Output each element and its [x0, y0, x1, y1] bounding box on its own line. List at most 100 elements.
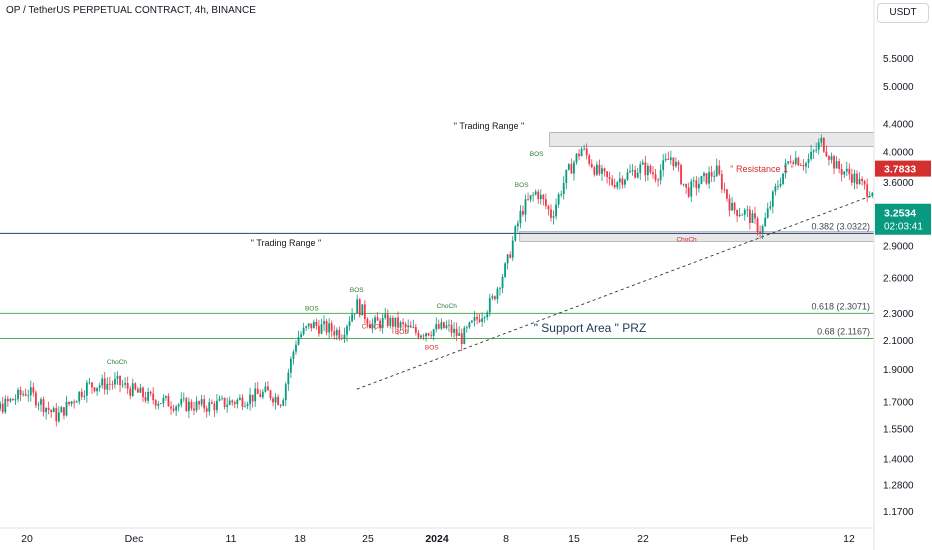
candle: [756, 216, 759, 236]
candle-body: [422, 335, 425, 337]
candle-body: [361, 304, 364, 316]
candle: [705, 173, 708, 185]
candle-body: [825, 151, 828, 157]
candle: [547, 204, 550, 216]
candle-body: [797, 157, 800, 166]
candle-body: [154, 400, 157, 406]
candle: [595, 161, 598, 176]
candle-body: [899, 188, 901, 197]
candle-body: [315, 321, 318, 326]
candle: [455, 322, 458, 342]
candle-body: [129, 388, 132, 396]
candle-body: [450, 324, 453, 333]
candle: [840, 163, 843, 182]
candle: [165, 395, 167, 401]
candle-body: [639, 164, 642, 173]
candle: [157, 400, 160, 410]
candle: [848, 163, 851, 181]
candle-body: [894, 189, 896, 198]
candle: [223, 397, 226, 410]
candle: [710, 165, 713, 183]
candle-body: [570, 164, 573, 174]
candle-body: [473, 317, 476, 321]
candle: [879, 177, 881, 188]
candle: [567, 162, 570, 171]
candle: [460, 328, 463, 352]
candle-body: [504, 263, 506, 277]
currency-selector[interactable]: USDT: [877, 3, 929, 23]
candle-body: [506, 254, 509, 264]
candle-body: [511, 240, 514, 258]
structure-label-bos-8: BOS: [530, 151, 544, 158]
candle: [318, 320, 320, 337]
candle-body: [254, 388, 257, 402]
candle: [682, 183, 685, 187]
candle-body: [682, 183, 685, 185]
candle-body: [805, 163, 807, 167]
time-tick-1: Dec: [125, 533, 144, 545]
candle-body: [121, 384, 124, 386]
candle: [430, 330, 433, 339]
candle-body: [221, 397, 223, 399]
candle: [259, 389, 262, 398]
candle: [386, 309, 389, 329]
candle-body: [57, 412, 60, 422]
candle-body: [284, 384, 287, 401]
structure-label-bos-7: BOS: [515, 182, 529, 189]
candle-body: [404, 324, 407, 328]
candle: [307, 323, 310, 330]
current-price-countdown: 02:03:41: [884, 222, 923, 233]
candle: [205, 405, 208, 418]
candle: [703, 171, 705, 182]
candle: [562, 176, 565, 200]
candle-body: [680, 165, 682, 185]
candle-body: [871, 192, 874, 197]
candle: [402, 318, 404, 331]
candle: [820, 134, 823, 147]
candle: [213, 400, 216, 417]
candle: [277, 394, 280, 406]
candle-body: [468, 322, 471, 328]
candle: [626, 168, 629, 182]
candle-body: [754, 213, 756, 219]
time-tick-6: 8: [503, 533, 509, 545]
candle: [810, 144, 812, 161]
candle: [14, 394, 17, 406]
candle: [103, 371, 106, 395]
candle: [812, 148, 815, 160]
candle: [726, 188, 728, 202]
candle-body: [863, 180, 866, 185]
candle-body: [328, 323, 331, 333]
candle-body: [700, 176, 703, 184]
candle-body: [136, 389, 139, 393]
candle-body: [261, 391, 264, 398]
candle-body: [496, 288, 499, 300]
candle: [465, 325, 468, 333]
candle-body: [213, 403, 216, 411]
candle-body: [695, 180, 698, 189]
candle-body: [12, 398, 14, 401]
candle-body: [580, 148, 583, 157]
candle-body: [108, 383, 111, 385]
candle-body: [203, 399, 206, 409]
candle: [85, 380, 88, 403]
structure-label-choch-0: ChoCh: [107, 359, 128, 366]
candle-body: [402, 322, 404, 325]
candle-body: [629, 171, 631, 173]
resistance-label: " Resistance 1 ": [730, 164, 793, 174]
candle-body: [833, 156, 835, 169]
candle: [40, 397, 42, 412]
candle: [0, 401, 2, 412]
candle-body: [892, 189, 894, 196]
candle: [601, 164, 603, 181]
candle-body: [391, 317, 394, 327]
candle-body: [608, 176, 611, 179]
candle: [825, 145, 828, 158]
candle-body: [777, 186, 779, 187]
candle: [542, 193, 545, 206]
candle-body: [287, 372, 290, 385]
candle: [162, 394, 165, 408]
candle: [675, 157, 677, 168]
chart-title: OP / TetherUS PERPETUAL CONTRACT, 4h, BI…: [6, 5, 256, 16]
